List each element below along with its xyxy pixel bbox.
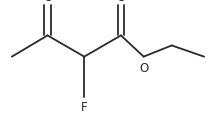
Text: O: O (43, 0, 52, 4)
Text: O: O (139, 62, 148, 75)
Text: O: O (116, 0, 125, 4)
Text: F: F (81, 101, 87, 114)
